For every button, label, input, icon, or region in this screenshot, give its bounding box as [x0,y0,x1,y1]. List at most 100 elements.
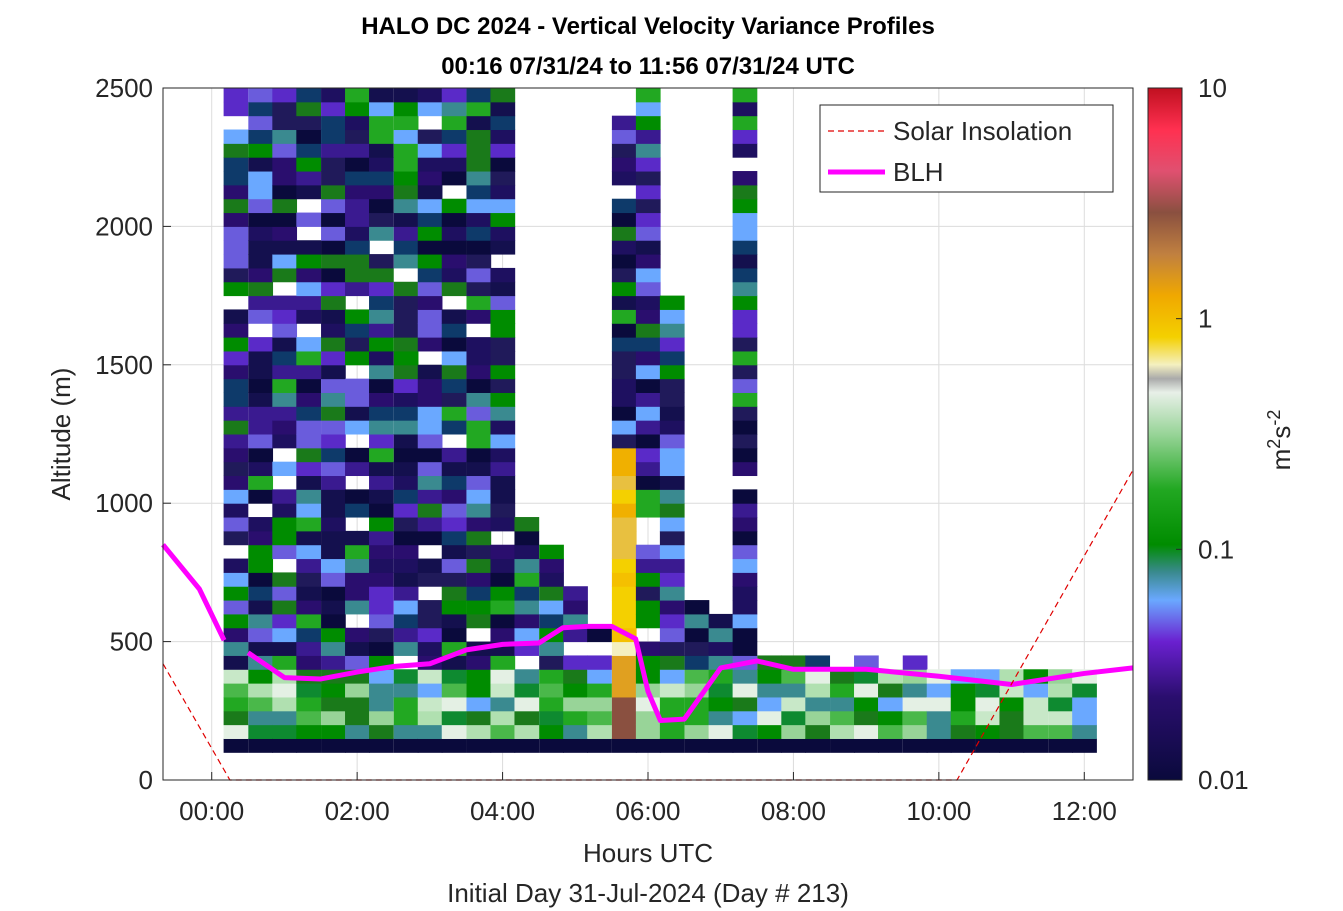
heatmap-cell [345,115,370,131]
heatmap-cell [393,157,419,172]
heatmap-cell [466,461,492,477]
heatmap-cell [635,212,661,227]
heatmap-cell [805,669,831,684]
heatmap-cell [1072,683,1097,698]
heatmap-cell [296,364,322,380]
heatmap-cell [659,627,685,643]
heatmap-cell [369,461,394,477]
heatmap-cell [345,655,370,670]
heatmap-cell [321,461,346,477]
heatmap-cell [345,240,370,255]
heatmap-cell [635,364,661,380]
heatmap-cell [490,600,516,615]
heatmap-cell [611,281,637,297]
colorbar-tick-label: 1 [1198,304,1212,334]
heatmap-cell [417,240,443,255]
heatmap-cell [393,350,419,366]
heatmap-cell [417,101,443,117]
heatmap-cell [732,696,758,712]
y-tick-label: 0 [139,765,153,795]
heatmap-cell [587,738,612,753]
heatmap-cell [539,600,564,615]
heatmap-cell [223,171,249,186]
heatmap-cell [417,295,443,310]
heatmap-cell [369,683,394,698]
heatmap-cell [854,683,879,698]
heatmap-cell [393,254,419,269]
heatmap-cell [248,613,274,629]
heatmap-cell [611,337,637,352]
heatmap-cell [223,461,249,477]
heatmap-cell [393,184,419,200]
heatmap-cell [441,212,467,227]
heatmap-cell [369,364,394,380]
heatmap-cell [296,447,322,463]
heatmap-cell [417,738,443,753]
heatmap-cell [321,600,346,615]
heatmap-cell [635,613,661,629]
heatmap-cell [732,184,758,200]
heatmap-cell [296,627,322,643]
heatmap-cell [757,696,783,712]
heatmap-cell [393,530,419,546]
heatmap-cell [272,724,298,739]
heatmap-cell [563,669,588,684]
heatmap-cell [659,669,685,684]
heatmap-cell [223,475,249,490]
heatmap-cell [635,350,661,366]
heatmap-cell [732,129,758,144]
heatmap-cell [587,627,612,643]
heatmap-cell [708,738,734,753]
heatmap-cell [417,157,443,172]
heatmap-cell [393,461,419,477]
heatmap-cell [975,738,1001,753]
heatmap-cell [975,724,1001,739]
heatmap-cell [321,143,346,158]
heatmap-cell [950,738,976,753]
heatmap-cell [272,696,298,712]
heatmap-cell [757,738,783,753]
heatmap-cell [345,378,370,393]
heatmap-cell [223,129,249,144]
heatmap-cell [248,254,274,269]
heatmap-cell [659,295,685,310]
heatmap-cell [635,337,661,352]
heatmap-cell [296,683,322,698]
heatmap-cell [514,669,540,684]
heatmap-cell [975,710,1001,726]
heatmap-cell [466,364,492,380]
heatmap-cell [587,710,612,726]
heatmap-cell [369,350,394,366]
heatmap-cell [1072,696,1097,712]
heatmap-cell [417,406,443,421]
heatmap-cell [296,544,322,560]
heatmap-cell [296,392,322,407]
heatmap-cell [757,669,783,684]
heatmap-cell [393,641,419,656]
heatmap-cell [611,503,637,518]
heatmap-cell [563,724,588,739]
heatmap-cell [635,101,661,117]
heatmap-cell [369,558,394,573]
heatmap-cell [539,572,564,587]
heatmap-cell [321,88,346,103]
heatmap-cell [321,503,346,518]
heatmap-cell [223,281,249,297]
heatmap-cell [805,710,831,726]
heatmap-cell [296,489,322,504]
heatmap-cell [441,586,467,601]
chart-title: HALO DC 2024 - Vertical Velocity Varianc… [361,13,935,40]
heatmap-cell [223,572,249,587]
heatmap-cell [490,517,516,532]
heatmap-cell [223,530,249,546]
heatmap-cell [369,212,394,227]
heatmap-cell [587,669,612,684]
heatmap-cell [393,572,419,587]
heatmap-cell [490,461,516,477]
heatmap-cell [732,434,758,449]
heatmap-cell [441,323,467,338]
heatmap-cell [611,115,637,131]
heatmap-cell [635,240,661,255]
heatmap-cell [490,378,516,393]
heatmap-cell [466,392,492,407]
